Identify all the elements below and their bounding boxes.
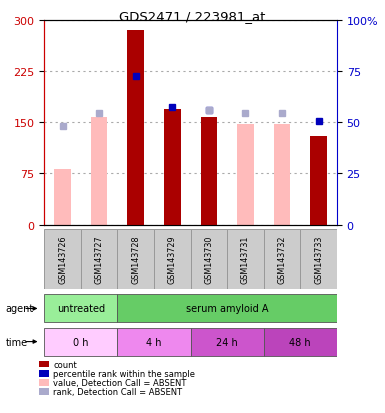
Bar bbox=[91, 118, 107, 225]
Text: GSM143729: GSM143729 bbox=[168, 235, 177, 283]
Text: 48 h: 48 h bbox=[290, 337, 311, 347]
Bar bbox=[117, 295, 337, 323]
Bar bbox=[164, 109, 181, 225]
Text: untreated: untreated bbox=[57, 304, 105, 314]
Text: count: count bbox=[53, 360, 77, 369]
Bar bbox=[44, 295, 117, 323]
Bar bbox=[191, 229, 227, 289]
Text: 4 h: 4 h bbox=[146, 337, 162, 347]
Text: value, Detection Call = ABSENT: value, Detection Call = ABSENT bbox=[53, 378, 186, 387]
Text: GSM143731: GSM143731 bbox=[241, 235, 250, 283]
Text: GSM143732: GSM143732 bbox=[278, 235, 286, 283]
Bar bbox=[310, 136, 327, 225]
Bar bbox=[154, 229, 191, 289]
Bar bbox=[201, 117, 217, 225]
Text: GSM143728: GSM143728 bbox=[131, 235, 140, 283]
Text: GSM143726: GSM143726 bbox=[58, 235, 67, 283]
Text: GSM143730: GSM143730 bbox=[204, 235, 213, 283]
Bar bbox=[117, 328, 191, 356]
Text: GSM143733: GSM143733 bbox=[314, 235, 323, 283]
Text: GDS2471 / 223981_at: GDS2471 / 223981_at bbox=[119, 10, 266, 23]
Bar bbox=[191, 328, 264, 356]
Bar bbox=[300, 229, 337, 289]
Bar bbox=[44, 229, 81, 289]
Text: rank, Detection Call = ABSENT: rank, Detection Call = ABSENT bbox=[53, 387, 182, 396]
Bar bbox=[44, 328, 117, 356]
Text: GSM143727: GSM143727 bbox=[95, 235, 104, 283]
Text: time: time bbox=[6, 337, 28, 347]
Bar bbox=[237, 124, 254, 225]
Bar bbox=[54, 169, 71, 225]
Text: agent: agent bbox=[6, 304, 34, 314]
Bar bbox=[274, 124, 290, 225]
Bar bbox=[227, 229, 264, 289]
Text: serum amyloid A: serum amyloid A bbox=[186, 304, 268, 314]
Bar bbox=[81, 229, 117, 289]
Text: 0 h: 0 h bbox=[73, 337, 89, 347]
Bar bbox=[127, 31, 144, 225]
Bar bbox=[264, 328, 337, 356]
Bar bbox=[117, 229, 154, 289]
Text: 24 h: 24 h bbox=[216, 337, 238, 347]
Bar bbox=[264, 229, 300, 289]
Text: percentile rank within the sample: percentile rank within the sample bbox=[53, 369, 195, 378]
